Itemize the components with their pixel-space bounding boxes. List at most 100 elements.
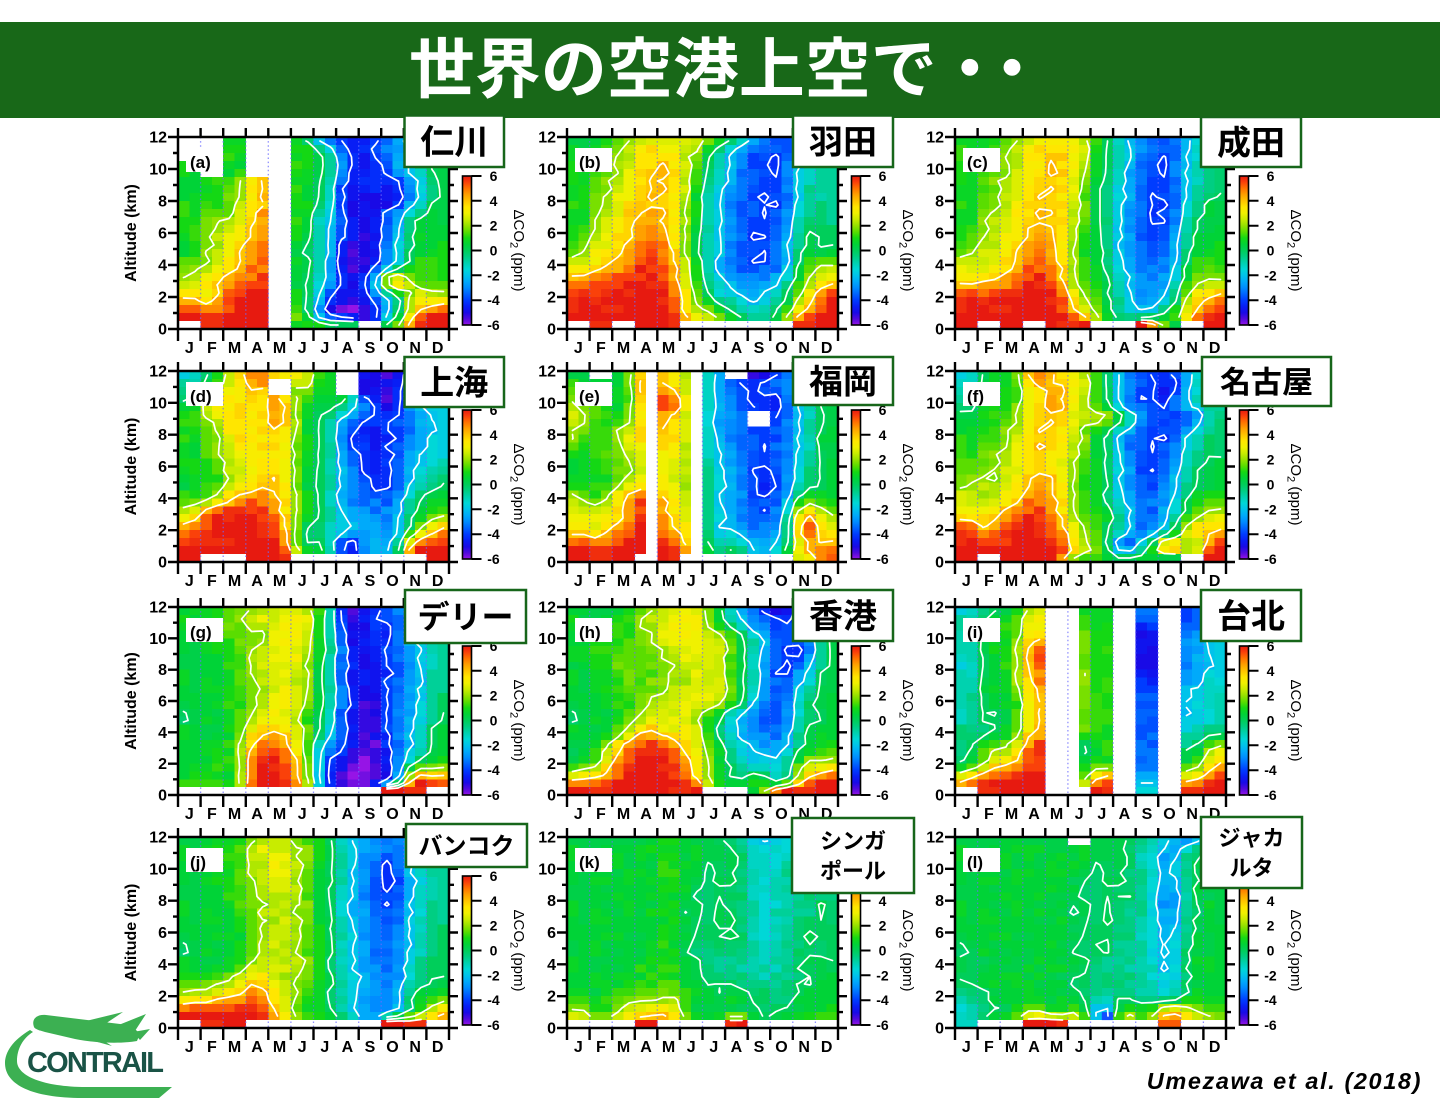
svg-text:4: 4 [1267,893,1275,909]
svg-text:S: S [754,806,765,823]
svg-text:D: D [1209,340,1221,357]
svg-text:0: 0 [547,788,556,805]
svg-text:4: 4 [547,725,556,742]
svg-text:10: 10 [926,631,944,648]
svg-text:A: A [640,806,652,823]
svg-text:ΔCO2 (ppm): ΔCO2 (ppm) [1285,444,1305,526]
svg-text:-2: -2 [876,267,889,283]
svg-text:A: A [1119,806,1131,823]
svg-text:ΔCO2 (ppm): ΔCO2 (ppm) [897,680,917,762]
svg-text:M: M [1050,340,1063,357]
svg-text:4: 4 [879,663,887,679]
svg-text:4: 4 [935,258,944,275]
svg-text:4: 4 [1267,427,1275,443]
svg-text:M: M [228,573,241,590]
svg-text:8: 8 [547,194,556,211]
svg-text:4: 4 [158,957,167,974]
svg-text:2: 2 [935,290,944,307]
svg-text:6: 6 [879,638,887,654]
svg-text:O: O [1163,1039,1175,1056]
svg-text:0: 0 [879,943,887,959]
svg-text:N: N [1186,1039,1198,1056]
svg-text:6: 6 [158,694,167,711]
svg-text:M: M [273,340,286,357]
svg-text:M: M [273,1039,286,1056]
svg-text:8: 8 [935,427,944,444]
svg-text:6: 6 [935,694,944,711]
svg-text:2: 2 [1267,688,1275,704]
svg-text:J: J [962,1039,971,1056]
svg-text:8: 8 [158,893,167,910]
svg-text:-2: -2 [876,737,889,753]
svg-text:0: 0 [1267,243,1275,259]
svg-text:12: 12 [538,830,556,847]
svg-text:0: 0 [158,322,167,339]
svg-text:A: A [640,340,652,357]
svg-text:A: A [1028,806,1040,823]
svg-text:12: 12 [926,364,944,381]
svg-text:J: J [185,340,194,357]
svg-text:J: J [574,340,583,357]
svg-text:N: N [1186,340,1198,357]
svg-text:-6: -6 [1264,1017,1277,1033]
svg-text:12: 12 [926,130,944,147]
svg-text:O: O [775,1039,787,1056]
svg-text:(l): (l) [967,853,983,872]
svg-text:N: N [798,1039,810,1056]
svg-text:F: F [207,806,217,823]
svg-text:2: 2 [547,756,556,773]
svg-text:F: F [596,573,606,590]
svg-text:2: 2 [158,989,167,1006]
svg-text:D: D [1209,1039,1221,1056]
svg-text:-4: -4 [1264,992,1277,1008]
svg-text:10: 10 [538,861,556,878]
svg-text:A: A [342,340,354,357]
svg-text:-2: -2 [487,967,500,983]
svg-text:N: N [409,573,421,590]
svg-text:-4: -4 [1264,526,1277,542]
svg-text:J: J [574,806,583,823]
svg-text:D: D [432,573,444,590]
svg-text:J: J [574,1039,583,1056]
svg-text:F: F [207,573,217,590]
svg-text:J: J [962,573,971,590]
svg-text:6: 6 [158,925,167,942]
svg-text:O: O [1163,806,1175,823]
svg-text:2: 2 [1267,218,1275,234]
svg-text:8: 8 [935,893,944,910]
svg-text:J: J [687,573,696,590]
svg-text:-2: -2 [487,267,500,283]
svg-text:O: O [1163,573,1175,590]
svg-text:-4: -4 [487,526,500,542]
svg-text:J: J [185,573,194,590]
svg-text:2: 2 [879,218,887,234]
svg-text:N: N [798,806,810,823]
svg-text:2: 2 [935,756,944,773]
svg-text:J: J [1097,806,1106,823]
svg-text:S: S [365,340,376,357]
svg-text:M: M [1005,573,1018,590]
svg-text:0: 0 [547,1021,556,1038]
svg-text:-6: -6 [1264,551,1277,567]
svg-text:2: 2 [935,989,944,1006]
svg-text:J: J [709,1039,718,1056]
svg-text:8: 8 [158,427,167,444]
svg-text:N: N [1186,573,1198,590]
svg-text:-6: -6 [487,551,500,567]
svg-text:A: A [1119,573,1131,590]
svg-text:J: J [1097,340,1106,357]
svg-text:A: A [251,806,263,823]
svg-text:6: 6 [935,925,944,942]
svg-text:M: M [273,573,286,590]
svg-text:J: J [687,806,696,823]
svg-text:6: 6 [547,226,556,243]
svg-text:4: 4 [935,957,944,974]
svg-text:10: 10 [149,162,167,179]
svg-text:ΔCO2 (ppm): ΔCO2 (ppm) [508,680,528,762]
svg-text:J: J [185,1039,194,1056]
svg-text:J: J [320,340,329,357]
svg-text:J: J [298,573,307,590]
svg-text:ΔCO2 (ppm): ΔCO2 (ppm) [1285,680,1305,762]
svg-text:10: 10 [149,395,167,412]
svg-text:S: S [1142,573,1153,590]
